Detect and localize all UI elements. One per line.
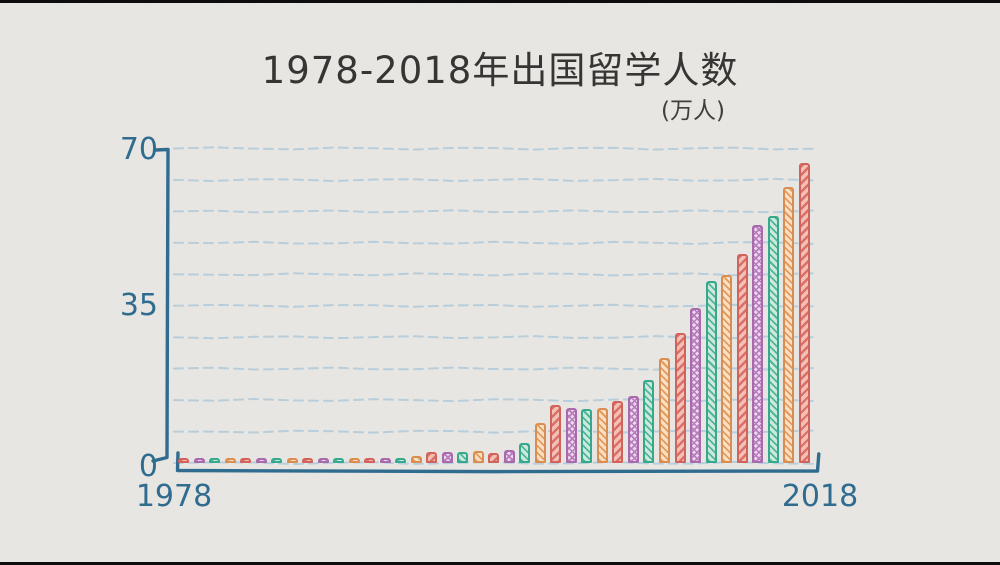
y-axis-tick-label-35: 35 <box>119 288 158 323</box>
bar-2008 <box>643 380 655 463</box>
bar-2009 <box>658 357 670 463</box>
bar-1981 <box>224 458 236 463</box>
bar-1984 <box>271 458 283 463</box>
bars-row <box>178 148 810 463</box>
bar-2006 <box>612 400 624 463</box>
bar-1996 <box>457 451 469 463</box>
y-axis-tick-label-70: 70 <box>119 132 158 167</box>
bar-2013 <box>721 274 733 463</box>
bar-1980 <box>209 458 221 463</box>
bar-1999 <box>503 450 515 463</box>
bar-2007 <box>627 396 639 463</box>
bar-2012 <box>705 281 717 463</box>
bar-2000 <box>519 443 531 463</box>
bar-2004 <box>581 409 593 463</box>
bar-1997 <box>472 450 484 463</box>
bar-1995 <box>441 451 453 463</box>
bar-2002 <box>550 404 562 463</box>
bar-1985 <box>286 458 298 463</box>
chart-title: 1978-2018年出国留学人数 <box>261 49 739 92</box>
bar-2018 <box>798 163 810 463</box>
bar-2011 <box>690 308 702 463</box>
bar-1987 <box>317 458 329 463</box>
bar-1994 <box>426 452 438 463</box>
bar-2015 <box>752 225 764 463</box>
bar-1983 <box>255 458 267 463</box>
bar-1991 <box>379 458 391 463</box>
chart-unit-label: (万人) <box>661 98 725 124</box>
bar-1982 <box>240 458 252 463</box>
bar-1988 <box>333 458 345 463</box>
bar-2014 <box>736 254 748 463</box>
top-letterbox-bar <box>0 0 1000 3</box>
bar-1978 <box>178 458 189 463</box>
bar-1998 <box>488 453 500 463</box>
x-axis-tick-label-1978: 1978 <box>135 479 213 514</box>
bar-2016 <box>767 215 779 463</box>
bar-1989 <box>348 458 360 463</box>
bar-2005 <box>596 407 608 463</box>
bar-2010 <box>674 332 686 463</box>
x-axis-tick-label-2018: 2018 <box>781 479 859 514</box>
bar-1986 <box>302 458 314 463</box>
bar-1990 <box>364 458 376 463</box>
bar-2017 <box>783 187 795 463</box>
bar-1979 <box>193 458 205 463</box>
bar-2003 <box>565 408 577 463</box>
bar-1993 <box>410 456 422 463</box>
bar-1992 <box>395 458 407 463</box>
bar-2001 <box>534 423 546 463</box>
